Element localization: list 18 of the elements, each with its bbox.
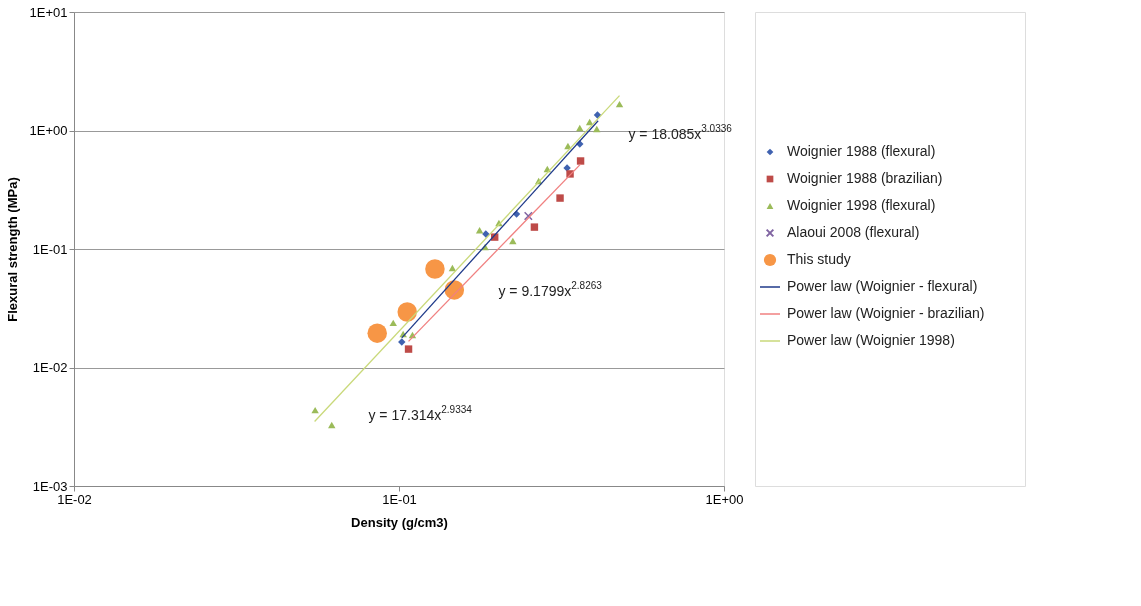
- x-tick-label: 1E-01: [382, 491, 417, 507]
- y-tick-label: 1E-02: [32, 360, 68, 375]
- legend-label: Woignier 1998 (flexural): [787, 197, 936, 213]
- y-axis-title: Flexural strength (MPa): [4, 177, 20, 322]
- legend-label: Power law (Woignier 1998): [787, 332, 955, 348]
- legend-label: Alaoui 2008 (flexural): [787, 224, 920, 240]
- y-tick-label: 1E-03: [32, 478, 68, 494]
- y-tick-label: 1E+00: [29, 123, 68, 138]
- x-axis-title: Density (g/cm3): [351, 514, 448, 530]
- legend-label: Power law (Woignier - flexural): [787, 278, 978, 294]
- legend-label: Woignier 1988 (brazilian): [787, 170, 943, 186]
- legend-label: Power law (Woignier - brazilian): [787, 305, 985, 321]
- legend-label: This study: [787, 251, 851, 267]
- x-tick-label: 1E+00: [705, 491, 744, 507]
- legend-label: Woignier 1988 (flexural): [787, 143, 936, 159]
- y-tick-label: 1E+01: [29, 4, 68, 20]
- x-tick-label: 1E-02: [57, 491, 92, 507]
- y-tick-label: 1E-01: [32, 241, 68, 257]
